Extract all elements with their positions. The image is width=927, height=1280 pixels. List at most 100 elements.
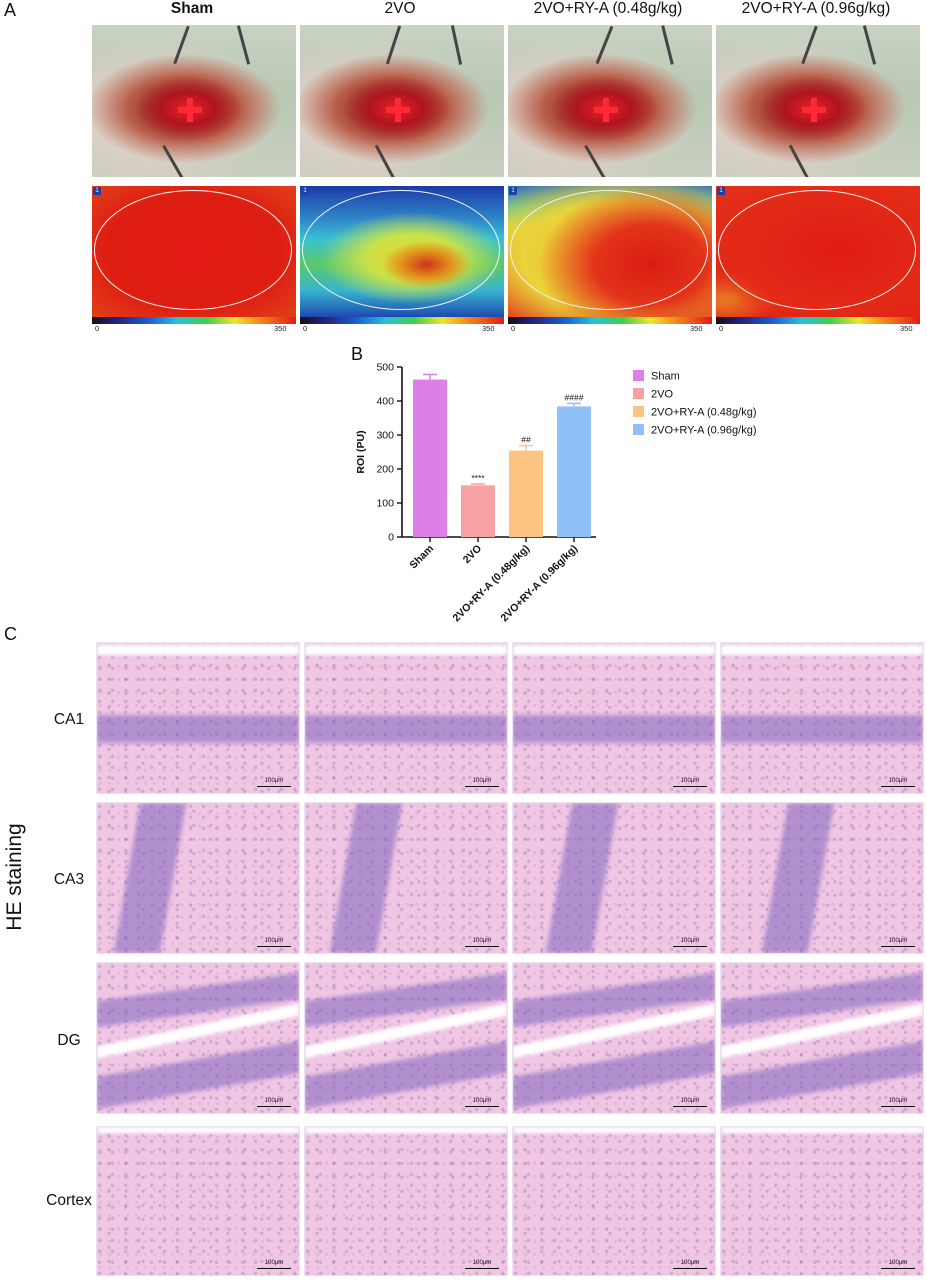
scale-bar-label: 100μm bbox=[264, 1098, 284, 1104]
scale-bar bbox=[673, 945, 707, 947]
legend-label: 2VO+RY-A (0.48g/kg) bbox=[651, 407, 756, 419]
y-tick-label: 200 bbox=[376, 464, 394, 476]
flux-map-2vo: 1 bbox=[300, 186, 504, 317]
scale-bar bbox=[465, 785, 499, 787]
legend-swatch bbox=[633, 406, 644, 417]
colorbar-max-label: 350 bbox=[274, 324, 287, 333]
significance-mark: ## bbox=[521, 435, 531, 445]
scale-bar bbox=[673, 785, 707, 787]
panel-label-c: C bbox=[4, 624, 17, 644]
histology-cortex-2vo: 100μm bbox=[304, 1126, 508, 1276]
panel-label-a: A bbox=[4, 0, 17, 20]
x-tick-label: 2VO bbox=[461, 543, 484, 566]
scale-bar bbox=[465, 1105, 499, 1107]
flux-map-sham: 1 bbox=[92, 186, 296, 317]
bar-1 bbox=[461, 485, 495, 537]
scale-bar-label: 100μm bbox=[680, 778, 700, 784]
flux-map-low-dose: 1 bbox=[508, 186, 712, 317]
bar-0 bbox=[413, 379, 447, 537]
histology-dg-low-dose: 100μm bbox=[512, 962, 716, 1114]
histology-dg-sham: 100μm bbox=[96, 962, 300, 1114]
colorbar-high-dose bbox=[716, 317, 920, 324]
histology-ca3-high-dose: 100μm bbox=[720, 802, 924, 954]
histology-ca3-sham: 100μm bbox=[96, 802, 300, 954]
colorbar-min-label: 0 bbox=[511, 324, 516, 333]
y-tick-label: 0 bbox=[388, 532, 394, 544]
roi-ellipse bbox=[94, 190, 292, 310]
scale-bar bbox=[257, 945, 291, 947]
y-tick-label: 400 bbox=[376, 396, 394, 408]
col-title-sham: Sham bbox=[170, 0, 214, 17]
col-title-2vo: 2VO bbox=[384, 0, 416, 17]
histology-dg-high-dose: 100μm bbox=[720, 962, 924, 1114]
scale-bar bbox=[465, 945, 499, 947]
scale-bar-label: 100μm bbox=[888, 1098, 908, 1104]
histology-ca1-2vo: 100μm bbox=[304, 642, 508, 794]
histology-ca1-sham: 100μm bbox=[96, 642, 300, 794]
scale-bar-label: 100μm bbox=[680, 1260, 700, 1266]
scale-bar-label: 100μm bbox=[888, 778, 908, 784]
significance-mark: #### bbox=[565, 392, 584, 402]
scale-bar-label: 100μm bbox=[888, 938, 908, 944]
x-tick-label: Sham bbox=[407, 543, 436, 572]
legend-swatch bbox=[633, 370, 644, 381]
row-label-dg: DG bbox=[57, 1032, 81, 1049]
scale-bar bbox=[673, 1105, 707, 1107]
colorbar-max-label: 350 bbox=[690, 324, 703, 333]
colorbar-sham bbox=[92, 317, 296, 324]
legend-label: 2VO+RY-A (0.96g/kg) bbox=[651, 425, 756, 437]
scale-bar-label: 100μm bbox=[472, 938, 492, 944]
panel-label-b: B bbox=[351, 344, 364, 364]
scale-bar-label: 100μm bbox=[472, 1260, 492, 1266]
y-tick-label: 500 bbox=[376, 362, 394, 374]
histology-cortex-sham: 100μm bbox=[96, 1126, 300, 1276]
bar-2 bbox=[509, 450, 543, 537]
photo-high-dose bbox=[716, 25, 920, 177]
bar-3 bbox=[557, 406, 591, 537]
scale-bar-label: 100μm bbox=[888, 1260, 908, 1266]
colorbar-low-dose bbox=[508, 317, 712, 324]
legend-swatch bbox=[633, 424, 644, 435]
scale-bar bbox=[257, 1267, 291, 1269]
scale-bar bbox=[257, 1105, 291, 1107]
roi-tag: 1 bbox=[93, 187, 101, 195]
col-title-low-dose: 2VO+RY-A (0.48g/kg) bbox=[533, 0, 683, 17]
scale-bar-label: 100μm bbox=[264, 778, 284, 784]
scale-bar bbox=[881, 785, 915, 787]
roi-tag: 1 bbox=[301, 187, 309, 195]
colorbar-min-label: 0 bbox=[719, 324, 724, 333]
row-label-cortex: Cortex bbox=[46, 1192, 92, 1209]
scale-bar bbox=[465, 1267, 499, 1269]
photo-sham bbox=[92, 25, 296, 177]
scale-bar bbox=[881, 1105, 915, 1107]
scale-bar-label: 100μm bbox=[472, 1098, 492, 1104]
roi-bar-chart: 0 100 200 300 400 500 ROI (PU) Sham **** 2VO ## 2VO… bbox=[355, 362, 756, 625]
scale-bar-label: 100μm bbox=[264, 938, 284, 944]
legend-swatch bbox=[633, 388, 644, 399]
roi-ellipse bbox=[302, 190, 500, 310]
scale-bar-label: 100μm bbox=[264, 1260, 284, 1266]
colorbar-max-label: 350 bbox=[900, 324, 913, 333]
colorbar-2vo bbox=[300, 317, 504, 324]
colorbar-max-label: 350 bbox=[482, 324, 495, 333]
scale-bar-label: 100μm bbox=[680, 938, 700, 944]
histology-dg-2vo: 100μm bbox=[304, 962, 508, 1114]
scale-bar bbox=[881, 945, 915, 947]
scale-bar-label: 100μm bbox=[472, 778, 492, 784]
col-title-high-dose: 2VO+RY-A (0.96g/kg) bbox=[741, 0, 891, 17]
y-tick-label: 100 bbox=[376, 498, 394, 510]
row-label-ca1: CA1 bbox=[53, 711, 85, 728]
photo-low-dose bbox=[508, 25, 712, 177]
he-staining-label: HE staining bbox=[3, 823, 26, 931]
histology-ca1-low-dose: 100μm bbox=[512, 642, 716, 794]
colorbar-min-label: 0 bbox=[95, 324, 100, 333]
row-label-ca3: CA3 bbox=[53, 871, 85, 888]
histology-ca1-high-dose: 100μm bbox=[720, 642, 924, 794]
roi-tag: 1 bbox=[509, 187, 517, 195]
histology-cortex-high-dose: 100μm bbox=[720, 1126, 924, 1276]
roi-ellipse bbox=[510, 190, 708, 310]
scale-bar-label: 100μm bbox=[680, 1098, 700, 1104]
photo-2vo bbox=[300, 25, 504, 177]
colorbar-min-label: 0 bbox=[303, 324, 308, 333]
significance-mark: **** bbox=[471, 473, 485, 483]
